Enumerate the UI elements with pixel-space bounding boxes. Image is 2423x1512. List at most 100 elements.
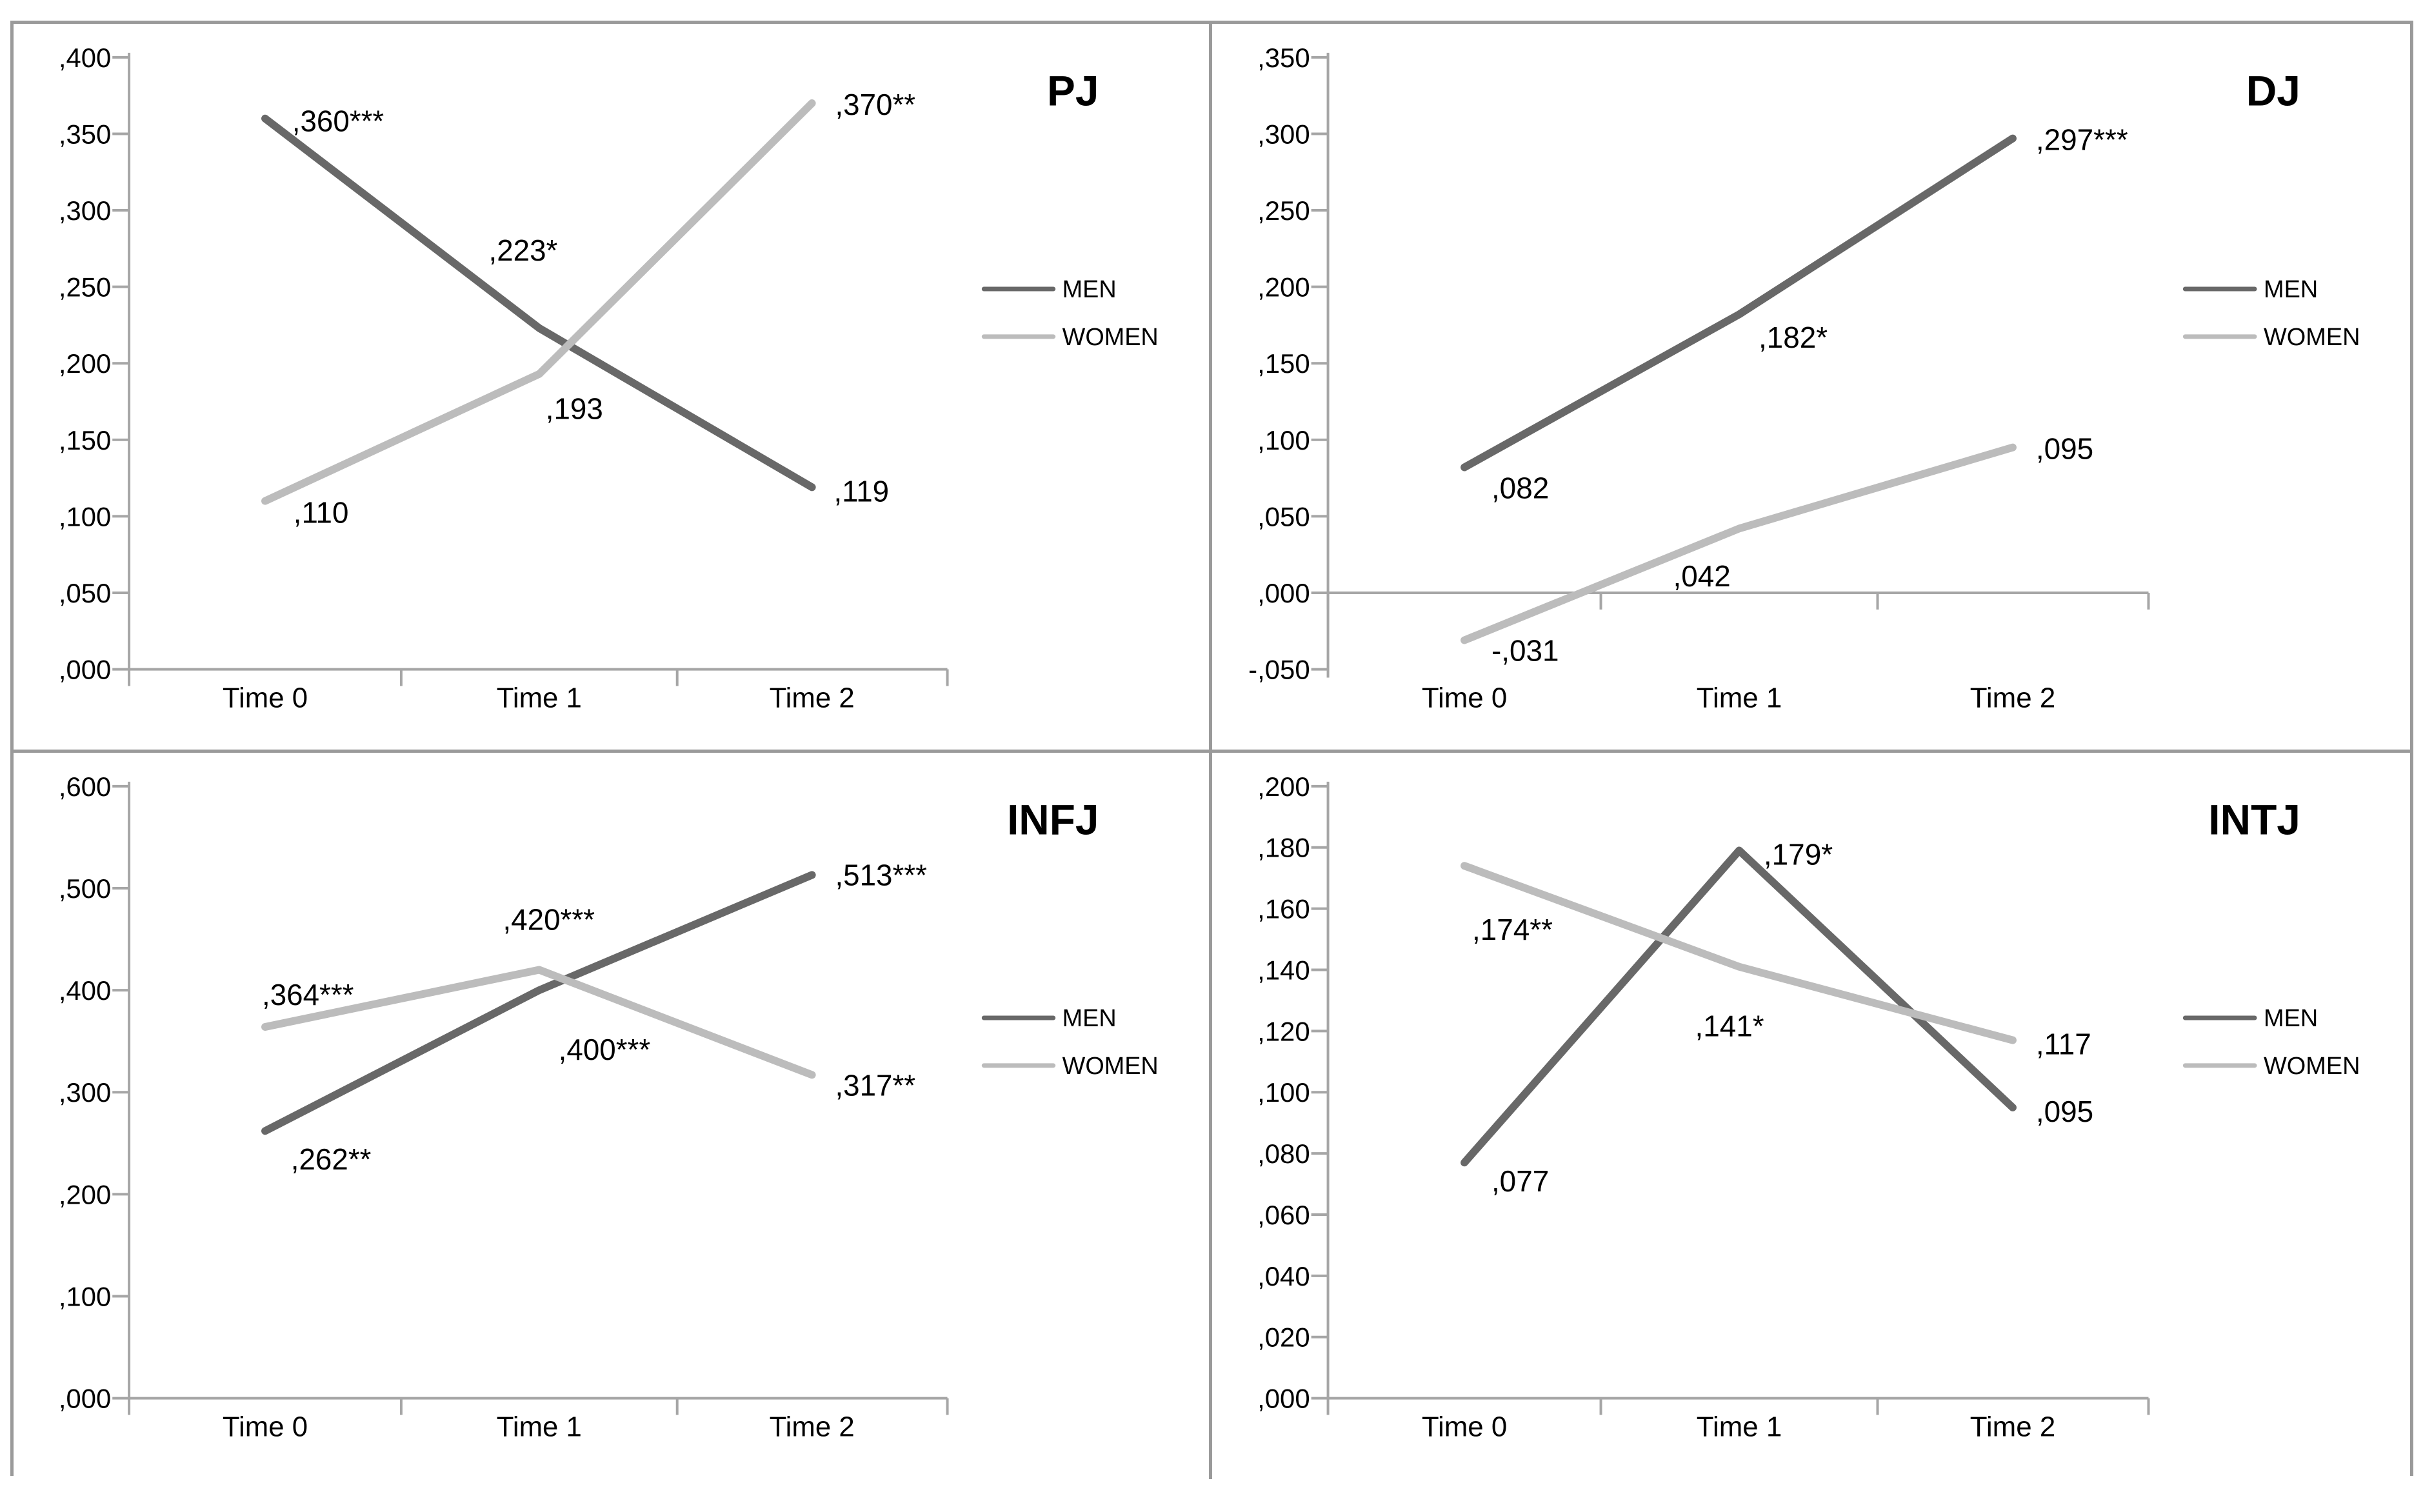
x-category-label: Time 2 bbox=[770, 682, 855, 713]
data-point-label: ,182* bbox=[1758, 321, 1827, 354]
x-category-label: Time 0 bbox=[223, 682, 308, 713]
data-point-label: ,174** bbox=[1472, 913, 1553, 946]
y-tick-label: ,000 bbox=[1257, 578, 1310, 608]
y-tick-label: ,100 bbox=[1257, 1077, 1310, 1108]
x-category-label: Time 1 bbox=[1696, 682, 1781, 713]
x-category-label: Time 2 bbox=[1969, 682, 2055, 713]
legend-men-label: MEN bbox=[1062, 1005, 1117, 1032]
pj-chart: ,400 ,350 ,300 ,250 ,200 ,150 ,100 ,050 ,000 Time… bbox=[59, 43, 1159, 714]
legend-women-label: WOMEN bbox=[2264, 1053, 2360, 1080]
women-line-series bbox=[1460, 443, 2017, 644]
chart-panel-infj: ,600 ,500 ,400 ,300 ,200 ,100 ,000 Time 0 Time 1… bbox=[14, 753, 1212, 1479]
y-tick-label: ,080 bbox=[1257, 1139, 1310, 1169]
data-point-label: ,364*** bbox=[262, 979, 354, 1011]
data-point-label: ,420*** bbox=[503, 904, 595, 937]
data-point-label: ,317** bbox=[835, 1069, 915, 1102]
x-category-label: Time 2 bbox=[770, 1411, 855, 1443]
data-point-label: ,513*** bbox=[835, 859, 927, 892]
y-tick-label: ,160 bbox=[1257, 894, 1310, 924]
men-line-series bbox=[261, 114, 816, 492]
data-point-label: ,119 bbox=[833, 475, 889, 508]
data-point-label: ,297*** bbox=[2035, 123, 2128, 157]
chart-title: PJ bbox=[1047, 67, 1099, 115]
y-tick-label: ,200 bbox=[1257, 272, 1310, 303]
data-point-label: ,110 bbox=[294, 497, 349, 530]
legend-men-label: MEN bbox=[2264, 276, 2318, 303]
y-tick-label: ,100 bbox=[59, 1282, 111, 1312]
x-category-label: Time 1 bbox=[1696, 1411, 1781, 1443]
intj-chart: ,200 ,180 ,160 ,140 ,120 ,100 ,080 ,060 ,040 ,020… bbox=[1257, 771, 2360, 1443]
x-category-label: Time 0 bbox=[1421, 682, 1506, 713]
y-tick-label: ,150 bbox=[59, 425, 111, 455]
data-point-label: ,077 bbox=[1491, 1164, 1548, 1198]
chart-panel-dj: ,350 ,300 ,250 ,200 ,150 ,100 ,050 ,000 -,050 Tim… bbox=[1212, 24, 2410, 753]
dj-chart: ,350 ,300 ,250 ,200 ,150 ,100 ,050 ,000 -,050 Tim… bbox=[1248, 43, 2360, 714]
data-point-label: ,223* bbox=[489, 234, 558, 267]
x-category-label: Time 1 bbox=[497, 682, 582, 713]
y-tick-label: ,140 bbox=[1257, 955, 1310, 986]
y-tick-label: ,000 bbox=[59, 1384, 111, 1414]
y-tick-label: ,250 bbox=[59, 272, 111, 303]
data-point-label: ,179* bbox=[1763, 838, 1832, 871]
chart-title: INTJ bbox=[2208, 796, 2300, 844]
men-line-series bbox=[261, 871, 816, 1135]
men-line-series bbox=[1460, 134, 2017, 472]
y-tick-label: ,040 bbox=[1257, 1261, 1310, 1291]
y-tick-label: -,050 bbox=[1248, 655, 1310, 685]
chart-panel-intj: ,200 ,180 ,160 ,140 ,120 ,100 ,080 ,060 ,040 ,020… bbox=[1212, 753, 2410, 1479]
y-tick-label: ,350 bbox=[1257, 43, 1310, 73]
legend-women-label: WOMEN bbox=[1062, 324, 1159, 351]
y-tick-label: ,300 bbox=[1257, 119, 1310, 149]
men-line-series bbox=[1460, 846, 2017, 1167]
data-point-label: ,141* bbox=[1695, 1010, 1764, 1043]
y-tick-label: ,000 bbox=[59, 654, 111, 684]
x-category-label: Time 1 bbox=[497, 1411, 582, 1443]
legend-men-label: MEN bbox=[2264, 1005, 2318, 1032]
data-point-label: ,095 bbox=[2035, 1095, 2093, 1128]
y-tick-label: ,050 bbox=[59, 578, 111, 608]
y-tick-label: ,200 bbox=[59, 1180, 111, 1210]
y-tick-label: ,180 bbox=[1257, 833, 1310, 863]
y-tick-label: ,100 bbox=[59, 501, 111, 532]
y-tick-label: ,500 bbox=[59, 873, 111, 904]
x-category-label: Time 0 bbox=[223, 1411, 308, 1443]
y-tick-label: ,050 bbox=[1257, 501, 1310, 532]
y-tick-label: ,300 bbox=[59, 1077, 111, 1108]
y-tick-label: ,400 bbox=[59, 975, 111, 1006]
women-line-series bbox=[261, 99, 816, 505]
y-tick-label: ,200 bbox=[59, 348, 111, 379]
y-tick-label: ,200 bbox=[1257, 771, 1310, 802]
data-point-label: ,082 bbox=[1491, 471, 1548, 504]
women-line-series bbox=[1460, 862, 2017, 1044]
data-point-label: ,370** bbox=[835, 88, 915, 121]
y-tick-label: ,060 bbox=[1257, 1200, 1310, 1230]
y-tick-label: ,120 bbox=[1257, 1017, 1310, 1047]
women-line-series bbox=[261, 966, 816, 1079]
chart-panel-pj: ,400 ,350 ,300 ,250 ,200 ,150 ,100 ,050 ,000 Time… bbox=[14, 24, 1212, 753]
legend-women-label: WOMEN bbox=[2264, 324, 2360, 351]
y-tick-label: ,000 bbox=[1257, 1384, 1310, 1414]
data-point-label: ,360*** bbox=[292, 105, 384, 138]
y-tick-label: ,300 bbox=[59, 195, 111, 226]
data-point-label: ,262** bbox=[291, 1143, 372, 1176]
y-tick-label: ,020 bbox=[1257, 1322, 1310, 1353]
y-tick-label: ,400 bbox=[59, 43, 111, 73]
data-point-label: ,193 bbox=[546, 393, 603, 426]
data-point-label: ,117 bbox=[2035, 1028, 2091, 1061]
x-category-label: Time 0 bbox=[1421, 1411, 1506, 1443]
data-point-label: -,031 bbox=[1491, 633, 1559, 667]
infj-chart: ,600 ,500 ,400 ,300 ,200 ,100 ,000 Time 0 Time 1… bbox=[59, 771, 1159, 1443]
y-tick-label: ,250 bbox=[1257, 195, 1310, 226]
data-point-label: ,400*** bbox=[559, 1033, 651, 1066]
y-tick-label: ,150 bbox=[1257, 348, 1310, 379]
chart-title: DJ bbox=[2246, 67, 2300, 115]
y-tick-label: ,350 bbox=[59, 119, 111, 149]
legend-women-label: WOMEN bbox=[1062, 1053, 1159, 1080]
data-point-label: ,095 bbox=[2035, 432, 2093, 466]
legend-men-label: MEN bbox=[1062, 276, 1117, 303]
chart-title: INFJ bbox=[1007, 796, 1099, 844]
figure-board: ,400 ,350 ,300 ,250 ,200 ,150 ,100 ,050 ,000 Time… bbox=[10, 21, 2413, 1479]
y-tick-label: ,100 bbox=[1257, 425, 1310, 455]
y-tick-label: ,600 bbox=[59, 771, 111, 802]
data-point-label: ,042 bbox=[1673, 559, 1730, 593]
